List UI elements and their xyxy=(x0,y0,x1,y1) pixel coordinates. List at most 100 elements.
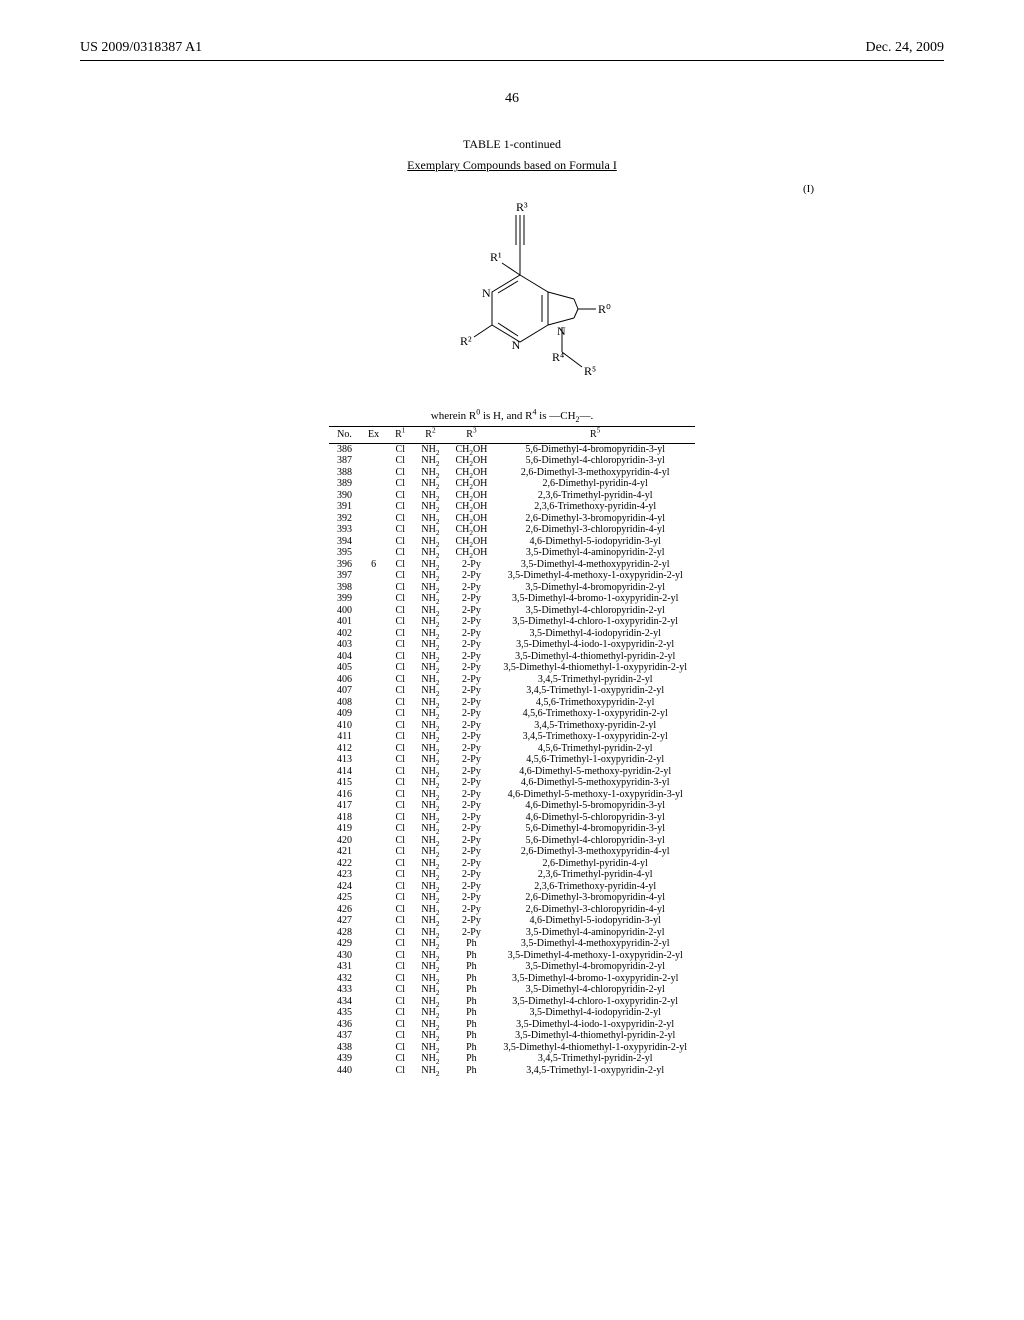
cell-ex xyxy=(360,708,387,720)
cell-no: 416 xyxy=(329,789,360,801)
cell-ex xyxy=(360,662,387,674)
cell-r5: 3,5-Dimethyl-4-iodopyridin-2-yl xyxy=(495,1007,695,1019)
cell-r1: Cl xyxy=(387,731,413,743)
table-row: 401ClNH22-Py3,5-Dimethyl-4-chloro-1-oxyp… xyxy=(329,616,695,628)
table-row: 390ClNH2CH2OH2,3,6-Trimethyl-pyridin-4-y… xyxy=(329,490,695,502)
cell-r3: 2-Py xyxy=(447,570,495,582)
cell-r1: Cl xyxy=(387,996,413,1008)
cell-ex xyxy=(360,915,387,927)
cell-r5: 4,6-Dimethyl-5-methoxy-1-oxypyridin-3-yl xyxy=(495,789,695,801)
cell-ex xyxy=(360,1019,387,1031)
cell-no: 436 xyxy=(329,1019,360,1031)
cell-r2: NH2 xyxy=(413,938,447,950)
cell-r1: Cl xyxy=(387,777,413,789)
cell-r5: 3,4,5-Trimethoxy-1-oxypyridin-2-yl xyxy=(495,731,695,743)
cell-r5: 4,5,6-Trimethoxypyridin-2-yl xyxy=(495,697,695,709)
table-row: 434ClNH2Ph3,5-Dimethyl-4-chloro-1-oxypyr… xyxy=(329,996,695,1008)
cell-ex xyxy=(360,570,387,582)
cell-r2: NH2 xyxy=(413,639,447,651)
cell-r5: 4,6-Dimethyl-5-chloropyridin-3-yl xyxy=(495,812,695,824)
cell-r2: NH2 xyxy=(413,904,447,916)
cell-r1: Cl xyxy=(387,639,413,651)
table-row: 437ClNH2Ph3,5-Dimethyl-4-thiomethyl-pyri… xyxy=(329,1030,695,1042)
cell-r2: NH2 xyxy=(413,536,447,548)
cell-r3: 2-Py xyxy=(447,651,495,663)
cell-r3: 2-Py xyxy=(447,708,495,720)
cell-r3: 2-Py xyxy=(447,915,495,927)
cell-ex xyxy=(360,490,387,502)
cell-r1: Cl xyxy=(387,927,413,939)
cell-r1: Cl xyxy=(387,984,413,996)
cell-r2: NH2 xyxy=(413,835,447,847)
table-row: 394ClNH2CH2OH4,6-Dimethyl-5-iodopyridin-… xyxy=(329,536,695,548)
cell-r3: Ph xyxy=(447,1053,495,1065)
patent-page: US 2009/0318387 A1 Dec. 24, 2009 46 TABL… xyxy=(0,0,1024,1320)
cell-r2: NH2 xyxy=(413,467,447,479)
cell-r1: Cl xyxy=(387,570,413,582)
cell-r2: NH2 xyxy=(413,823,447,835)
cell-r1: Cl xyxy=(387,1030,413,1042)
cell-ex xyxy=(360,984,387,996)
label-R1: R¹ xyxy=(490,250,502,264)
cell-r3: CH2OH xyxy=(447,490,495,502)
cell-no: 407 xyxy=(329,685,360,697)
cell-r1: Cl xyxy=(387,674,413,686)
cell-r5: 3,5-Dimethyl-4-bromopyridin-2-yl xyxy=(495,582,695,594)
cell-r2: NH2 xyxy=(413,789,447,801)
cell-no: 388 xyxy=(329,467,360,479)
label-R2: R² xyxy=(460,334,472,348)
cell-r3: 2-Py xyxy=(447,754,495,766)
cell-ex xyxy=(360,892,387,904)
cell-r5: 3,5-Dimethyl-4-iodo-1-oxypyridin-2-yl xyxy=(495,1019,695,1031)
cell-r2: NH2 xyxy=(413,1019,447,1031)
cell-no: 390 xyxy=(329,490,360,502)
cell-r2: NH2 xyxy=(413,869,447,881)
cell-ex xyxy=(360,777,387,789)
cell-no: 419 xyxy=(329,823,360,835)
cell-no: 399 xyxy=(329,593,360,605)
table-row: 413ClNH22-Py4,5,6-Trimethyl-1-oxypyridin… xyxy=(329,754,695,766)
cell-no: 439 xyxy=(329,1053,360,1065)
cell-r1: Cl xyxy=(387,628,413,640)
cell-r2: NH2 xyxy=(413,915,447,927)
cell-no: 400 xyxy=(329,605,360,617)
cell-r2: NH2 xyxy=(413,720,447,732)
cell-no: 418 xyxy=(329,812,360,824)
cell-no: 427 xyxy=(329,915,360,927)
cell-r3: CH2OH xyxy=(447,443,495,455)
cell-no: 420 xyxy=(329,835,360,847)
cell-r3: 2-Py xyxy=(447,835,495,847)
cell-r2: NH2 xyxy=(413,1042,447,1054)
label-N3: N xyxy=(557,324,566,338)
table-row: 428ClNH22-Py3,5-Dimethyl-4-aminopyridin-… xyxy=(329,927,695,939)
cell-no: 438 xyxy=(329,1042,360,1054)
cell-r5: 3,5-Dimethyl-4-methoxypyridin-2-yl xyxy=(495,938,695,950)
cell-r1: Cl xyxy=(387,869,413,881)
cell-no: 405 xyxy=(329,662,360,674)
table-row: 403ClNH22-Py3,5-Dimethyl-4-iodo-1-oxypyr… xyxy=(329,639,695,651)
cell-r1: Cl xyxy=(387,1065,413,1077)
cell-r5: 5,6-Dimethyl-4-chloropyridin-3-yl xyxy=(495,835,695,847)
col-ex: Ex xyxy=(360,427,387,444)
cell-r5: 3,4,5-Trimethyl-1-oxypyridin-2-yl xyxy=(495,685,695,697)
cell-r3: 2-Py xyxy=(447,846,495,858)
cell-r3: 2-Py xyxy=(447,858,495,870)
table-subtitle: Exemplary Compounds based on Formula I xyxy=(80,158,944,173)
table-row: 417ClNH22-Py4,6-Dimethyl-5-bromopyridin-… xyxy=(329,800,695,812)
table-row: 419ClNH22-Py5,6-Dimethyl-4-bromopyridin-… xyxy=(329,823,695,835)
cell-r5: 2,6-Dimethyl-3-chloropyridin-4-yl xyxy=(495,904,695,916)
cell-r5: 3,4,5-Trimethyl-1-oxypyridin-2-yl xyxy=(495,1065,695,1077)
cell-r2: NH2 xyxy=(413,1065,447,1077)
cell-ex xyxy=(360,1042,387,1054)
cell-ex xyxy=(360,766,387,778)
cell-r5: 3,5-Dimethyl-4-thiomethyl-pyridin-2-yl xyxy=(495,1030,695,1042)
table-row: 422ClNH22-Py2,6-Dimethyl-pyridin-4-yl xyxy=(329,858,695,870)
cell-r1: Cl xyxy=(387,455,413,467)
cell-r5: 3,5-Dimethyl-4-chloropyridin-2-yl xyxy=(495,605,695,617)
cell-r1: Cl xyxy=(387,800,413,812)
label-R5: R⁵ xyxy=(584,364,596,378)
cell-r2: NH2 xyxy=(413,685,447,697)
cell-no: 397 xyxy=(329,570,360,582)
table-row: 409ClNH22-Py4,5,6-Trimethoxy-1-oxypyridi… xyxy=(329,708,695,720)
cell-ex xyxy=(360,996,387,1008)
